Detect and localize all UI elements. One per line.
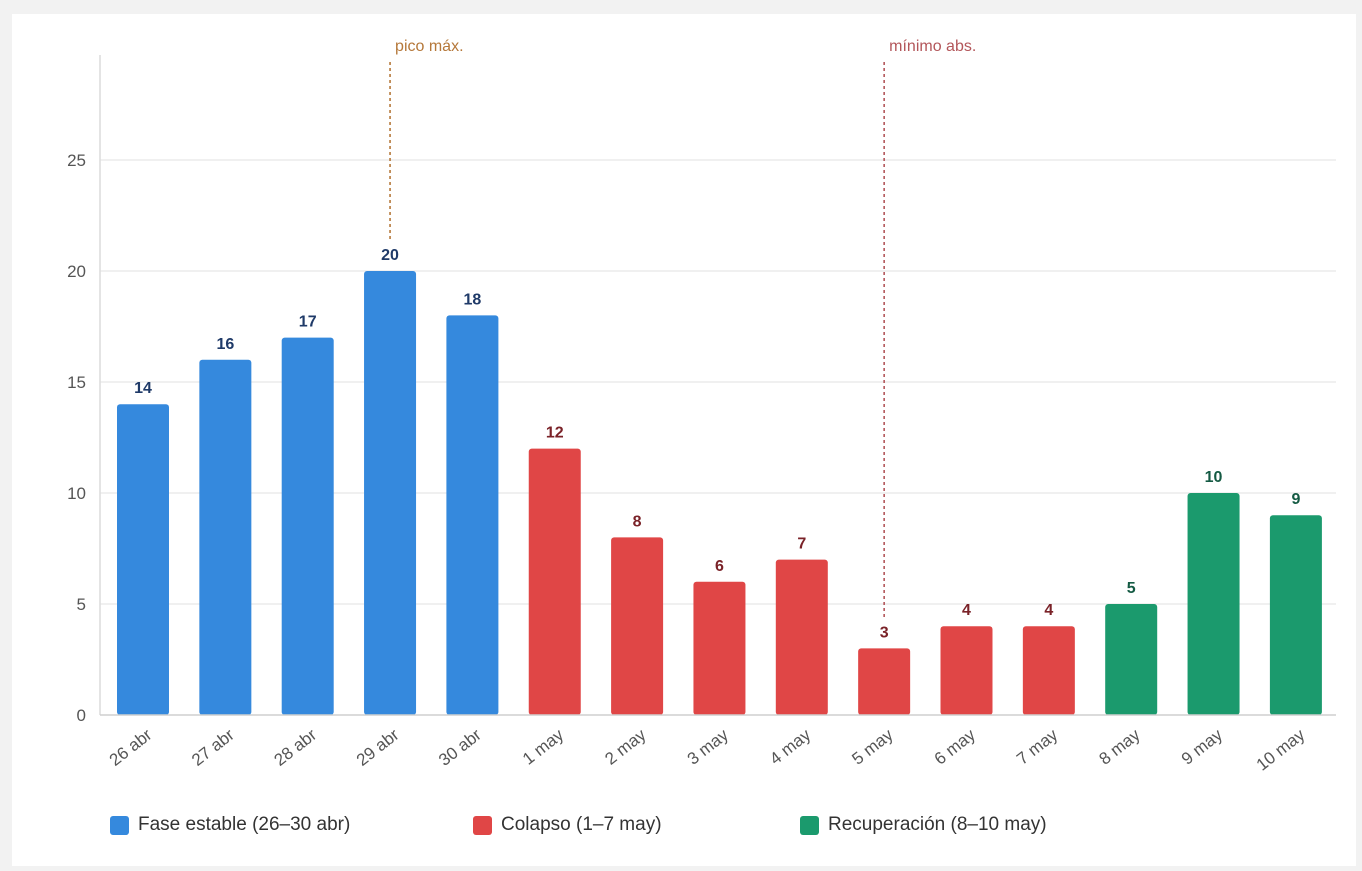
x-tick-label: 7 may — [1013, 725, 1062, 769]
y-tick-label: 10 — [67, 484, 86, 503]
x-tick-label: 5 may — [848, 725, 897, 769]
bar — [1022, 626, 1075, 715]
x-tick-label: 9 may — [1178, 725, 1227, 769]
legend-item-colapso[interactable]: Colapso (1–7 may) — [473, 814, 662, 836]
legend-swatch-blue — [110, 815, 129, 835]
legend-swatch-green — [800, 815, 819, 835]
bar — [1187, 493, 1240, 715]
bar — [364, 271, 417, 715]
bar-value-label: 20 — [381, 247, 399, 264]
bar — [281, 337, 334, 715]
bar-value-label: 12 — [546, 425, 564, 442]
y-tick-label: 20 — [67, 262, 86, 281]
bar-value-label: 5 — [1127, 580, 1136, 597]
bar-value-label: 14 — [134, 380, 152, 397]
bar-value-label: 9 — [1291, 491, 1300, 508]
bar — [611, 537, 664, 715]
x-tick-label: 8 may — [1095, 725, 1144, 769]
x-tick-label: 29 abr — [353, 725, 403, 770]
legend-item-recuperacion[interactable]: Recuperación (8–10 may) — [800, 814, 1047, 836]
legend-label: Colapso (1–7 may) — [501, 814, 662, 835]
x-tick-label: 10 may — [1253, 725, 1309, 775]
legend-swatch-red — [473, 815, 492, 835]
y-tick-label: 0 — [77, 706, 86, 725]
bar-value-label: 3 — [880, 624, 889, 641]
x-tick-label: 28 abr — [270, 725, 320, 770]
x-tick-label: 4 may — [766, 725, 815, 769]
bar-value-label: 10 — [1205, 469, 1223, 486]
annotation-label: mínimo abs. — [889, 38, 976, 55]
bar — [858, 648, 911, 715]
x-tick-label: 30 abr — [435, 725, 485, 770]
bar-value-label: 6 — [715, 558, 724, 575]
bar-value-label: 17 — [299, 314, 317, 331]
bar — [1105, 604, 1158, 715]
x-tick-label: 26 abr — [106, 725, 156, 770]
bar-value-label: 4 — [1044, 602, 1053, 619]
bar-value-label: 18 — [464, 291, 482, 308]
y-tick-label: 25 — [67, 151, 86, 170]
bar-value-label: 8 — [633, 513, 642, 530]
bar — [1269, 515, 1322, 715]
bar — [775, 559, 828, 715]
bar — [446, 315, 499, 715]
bar — [528, 448, 581, 715]
chart-legend: Fase estable (26–30 abr) Colapso (1–7 ma… — [0, 814, 1362, 844]
x-tick-label: 3 may — [684, 725, 733, 769]
x-tick-label: 1 may — [519, 725, 568, 769]
bar — [693, 581, 746, 715]
x-tick-label: 27 abr — [188, 725, 238, 770]
bar-value-label: 7 — [797, 536, 806, 553]
legend-label: Fase estable (26–30 abr) — [138, 814, 351, 835]
bar-value-label: 4 — [962, 602, 971, 619]
legend-label: Recuperación (8–10 may) — [828, 814, 1047, 835]
legend-item-fase-estable[interactable]: Fase estable (26–30 abr) — [110, 814, 350, 836]
bar — [940, 626, 993, 715]
x-tick-label: 2 may — [601, 725, 650, 769]
bar — [199, 359, 252, 715]
y-tick-label: 15 — [67, 373, 86, 392]
y-tick-label: 5 — [77, 595, 86, 614]
bar-value-label: 16 — [216, 336, 234, 353]
x-tick-label: 6 may — [931, 725, 980, 769]
bar — [117, 404, 169, 715]
annotation-label: pico máx. — [395, 38, 463, 55]
